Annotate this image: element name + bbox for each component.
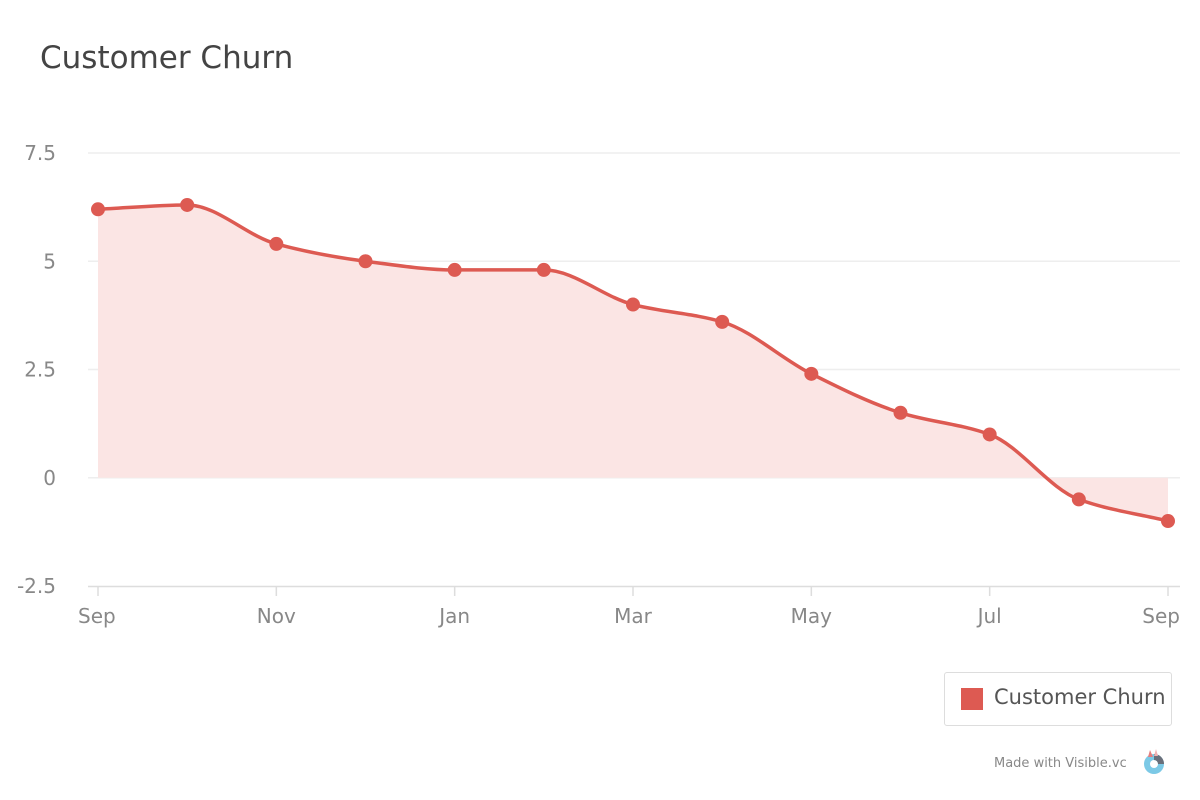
y-tick-label: 5 (43, 249, 56, 273)
data-point[interactable] (1161, 514, 1175, 529)
legend-swatch (961, 688, 983, 710)
chart-title: Customer Churn (40, 40, 294, 76)
data-point[interactable] (180, 197, 195, 212)
data-point[interactable] (1071, 492, 1086, 507)
data-point[interactable] (804, 366, 819, 381)
x-tick-label: May (791, 604, 833, 628)
data-point[interactable] (715, 314, 730, 329)
x-tick-label: Jul (976, 604, 1002, 628)
area-fill-shape (98, 204, 1168, 522)
y-tick-label: -2.5 (17, 574, 56, 598)
legend-label: Customer Churn (994, 685, 1166, 709)
data-point[interactable] (269, 236, 284, 251)
data-point[interactable] (536, 262, 551, 277)
x-tick-label: Mar (614, 604, 653, 628)
data-point[interactable] (893, 405, 908, 420)
x-axis-ticks: Sep Nov Jan Mar May Jul Sep (78, 604, 1180, 628)
data-points (91, 197, 1175, 529)
x-tick-label: Jan (437, 604, 470, 628)
y-axis-ticks: 7.5 5 2.5 0 -2.5 (17, 141, 56, 598)
data-point[interactable] (626, 297, 640, 312)
visible-logo-icon (1144, 749, 1164, 774)
data-point[interactable] (91, 202, 105, 217)
x-tick-label: Sep (78, 604, 116, 628)
y-tick-label: 7.5 (24, 141, 56, 165)
data-point[interactable] (982, 427, 997, 442)
y-tick-label: 0 (43, 466, 56, 490)
data-point[interactable] (447, 262, 462, 277)
legend[interactable]: Customer Churn (944, 672, 1172, 726)
x-tick-label: Nov (257, 604, 296, 628)
watermark-text: Made with Visible.vc (994, 756, 1127, 771)
x-tick-label: Sep (1142, 604, 1180, 628)
y-tick-label: 2.5 (24, 358, 56, 382)
data-point[interactable] (358, 254, 373, 269)
area-fill (98, 204, 1168, 522)
axes (88, 585, 1180, 596)
